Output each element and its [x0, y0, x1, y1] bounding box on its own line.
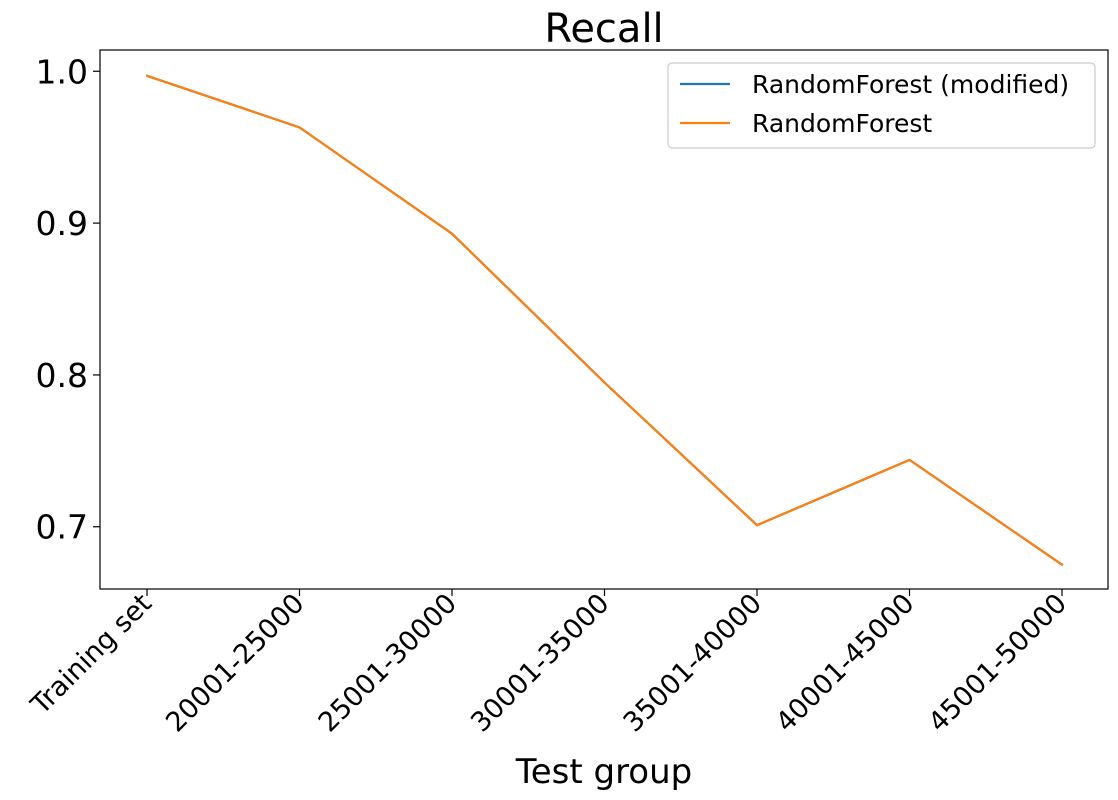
- x-tick-label: Training set: [25, 588, 158, 721]
- legend: RandomForest (modified) RandomForest: [667, 62, 1096, 149]
- y-axis: 0.7 0.8 0.9 1.0: [36, 52, 100, 547]
- chart-title: Recall: [544, 6, 663, 52]
- y-tick-label: 1.0: [36, 52, 88, 91]
- x-tick-label: 35001-40000: [618, 588, 768, 738]
- y-tick-label: 0.8: [36, 356, 88, 395]
- x-tick-label: 25001-30000: [313, 588, 463, 738]
- y-tick-label: 0.9: [36, 204, 88, 243]
- legend-label-1: RandomForest: [752, 109, 932, 138]
- x-tick-label: 40001-45000: [770, 588, 920, 738]
- legend-box: [667, 62, 1096, 149]
- x-tick-label: 45001-50000: [923, 588, 1073, 738]
- x-axis: Training set 20001-25000 25001-30000 30001-…: [25, 588, 1073, 738]
- x-tick-label: 30001-35000: [465, 588, 615, 738]
- series-line-0: [145, 74, 1064, 566]
- x-axis-label: Test group: [515, 752, 693, 792]
- series-line-1: [145, 74, 1064, 566]
- y-tick-label: 0.7: [36, 508, 88, 547]
- legend-label-0: RandomForest (modified): [752, 70, 1069, 99]
- series-layer: [145, 74, 1064, 566]
- x-tick-label: 20001-25000: [160, 588, 310, 738]
